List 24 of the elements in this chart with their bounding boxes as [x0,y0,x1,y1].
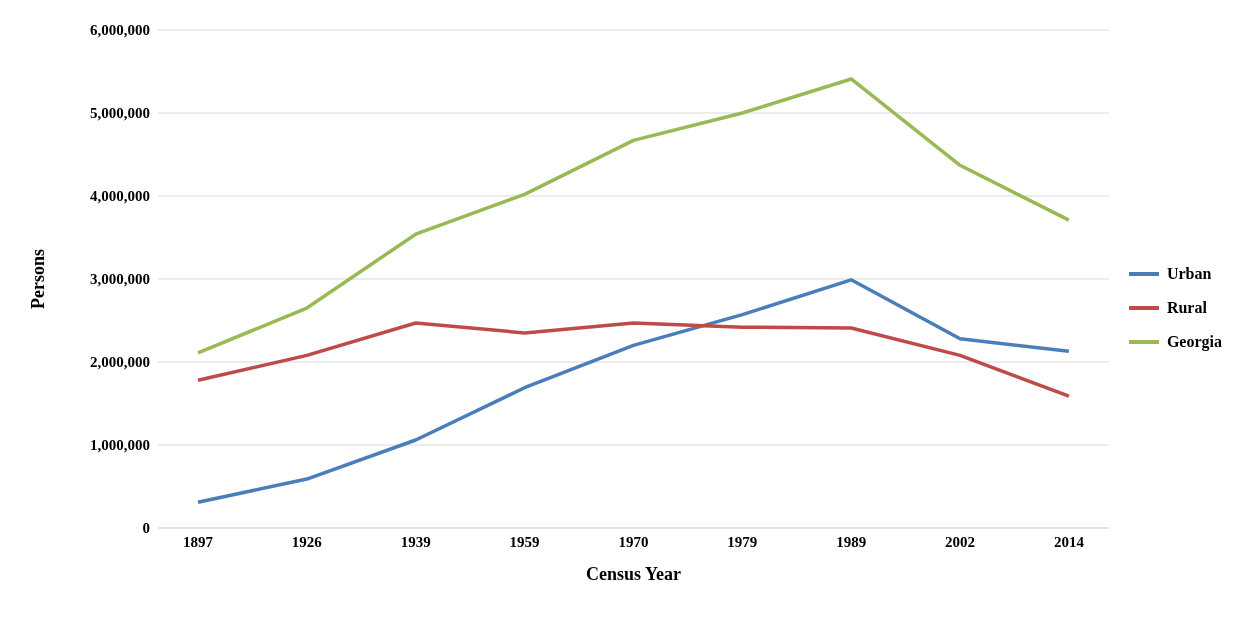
y-tick-label: 3,000,000 [90,271,150,288]
y-tick-label: 1,000,000 [90,437,150,454]
legend-label: Georgia [1166,333,1222,351]
x-axis-title: Census Year [586,564,681,584]
x-tick-label: 1926 [291,533,323,550]
x-tick-label: 1970 [618,533,649,550]
y-tick-label: 5,000,000 [90,105,150,122]
x-tick-label: 1939 [400,533,431,550]
y-axis-title: Persons [28,249,49,309]
legend-label: Urban [1166,265,1212,283]
y-tick-label: 6,000,000 [90,22,150,39]
line-series [196,278,1071,505]
x-tick-label: 1959 [509,533,540,550]
x-tick-label: 2002 [945,533,976,550]
line-series [196,321,1071,398]
legend-label: Rural [1166,299,1207,317]
x-tick-label: 1989 [836,533,867,550]
line-series [196,77,1071,355]
y-tick-label: 4,000,000 [90,188,150,205]
y-tick-label: 2,000,000 [90,354,150,371]
y-tick-label: 0 [142,520,150,537]
x-tick-label: 1897 [183,533,214,550]
x-tick-label: 1979 [727,533,758,550]
x-tick-label: 2014 [1053,533,1085,550]
